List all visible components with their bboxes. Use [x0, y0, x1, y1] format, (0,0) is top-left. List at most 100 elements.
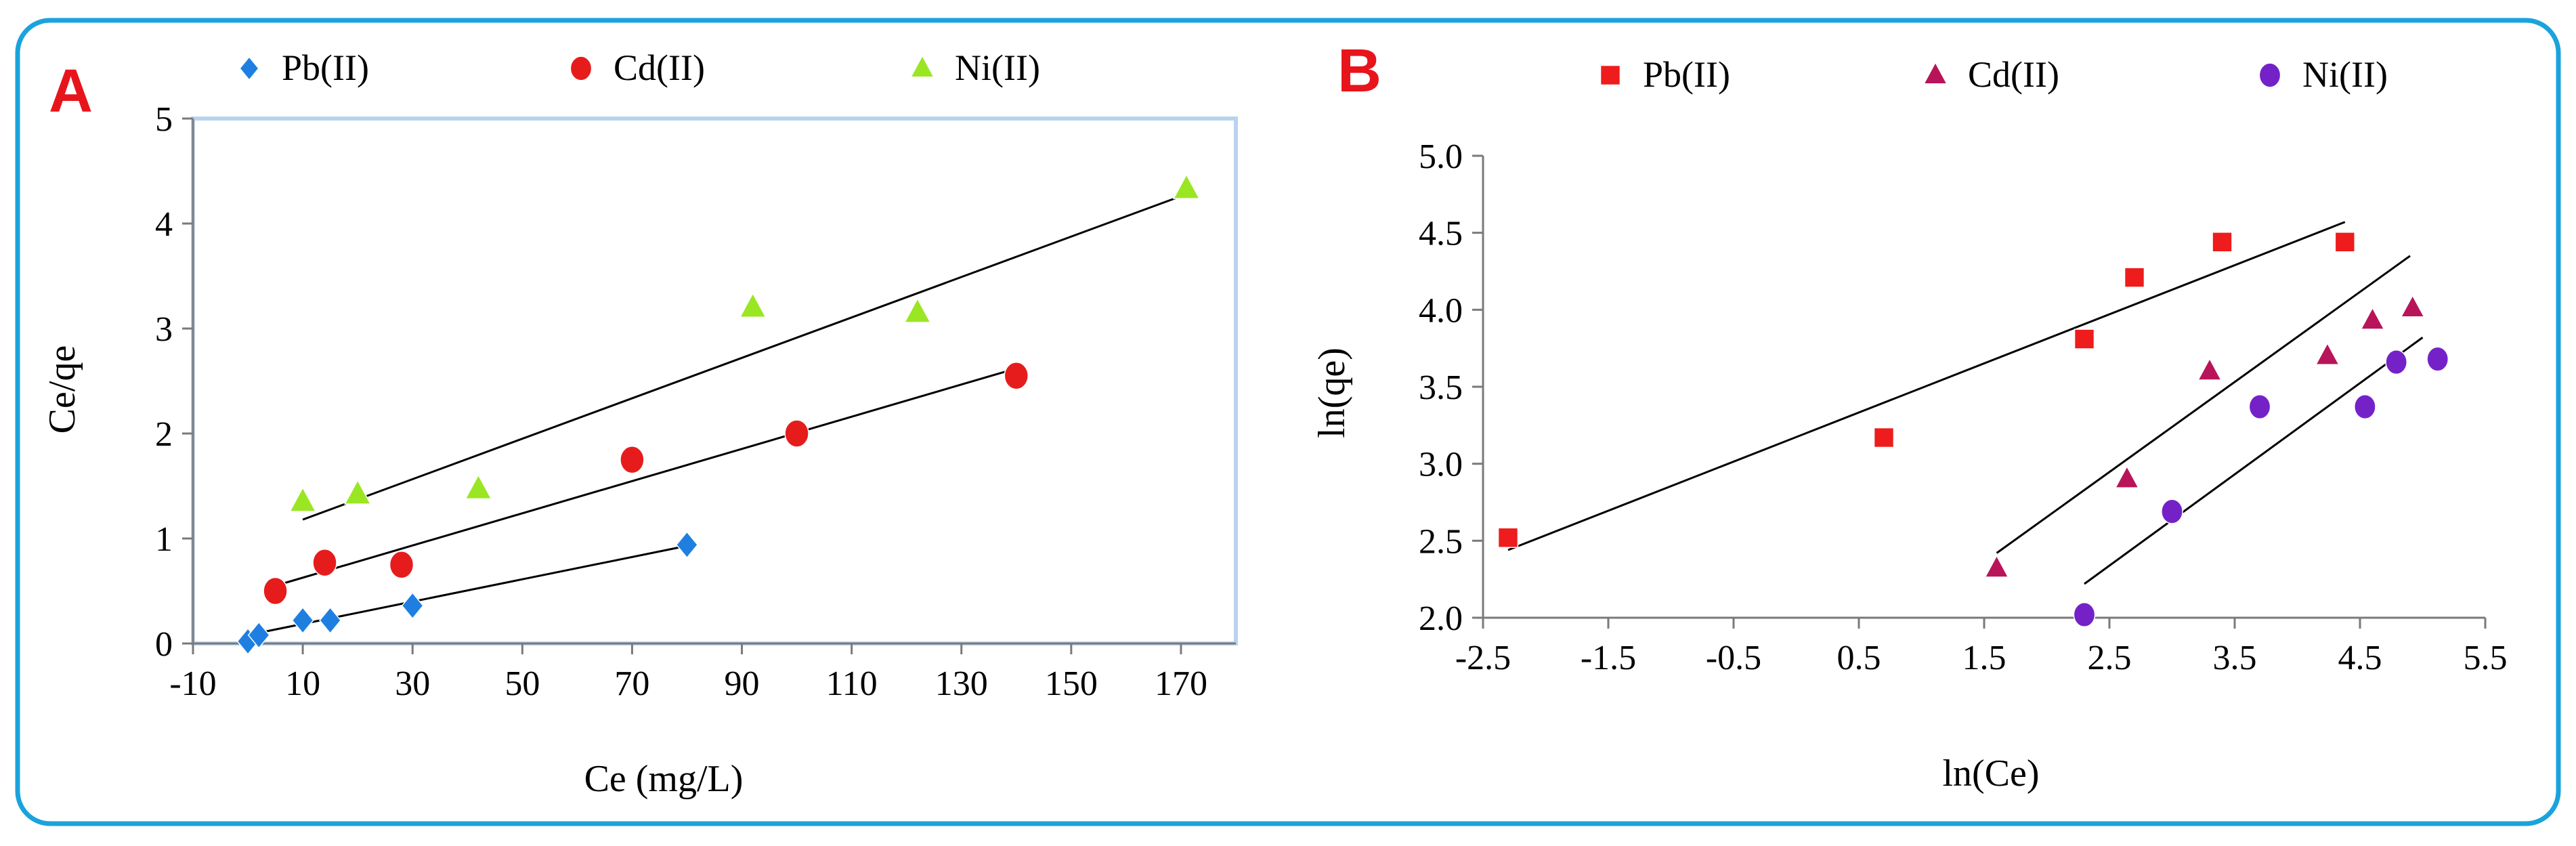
legend-label-cdii: Cd(II): [1968, 54, 2059, 95]
point-pbii: [247, 621, 270, 649]
x-tick-label: 2.5: [2088, 639, 2132, 677]
panel-a: A Pb(II) Cd(II) Ni(II) 0 1 2 3 4 5 -10 10 30 50 70 90…: [41, 47, 1238, 800]
x-tick-label: -1.5: [1581, 639, 1636, 677]
panel-a-x-axis-label: Ce (mg/L): [584, 758, 744, 800]
point-cdii: [1984, 554, 2009, 578]
legend-marker-pbii: [239, 56, 259, 81]
legend-label-cdii: Cd(II): [614, 47, 705, 88]
y-tick-label: 2.5: [1419, 522, 1463, 561]
legend-label-niii: Ni(II): [2302, 54, 2388, 95]
point-cdii: [620, 446, 645, 474]
fit-line-cdii: [275, 367, 1017, 587]
x-tick-label: 4.5: [2338, 639, 2382, 677]
panel-b: B Pb(II) Cd(II) Ni(II) 2.0 2.5 3.0 3.5 4.0 4.5 5…: [1311, 37, 2508, 795]
x-tick-label: 50: [505, 664, 540, 703]
x-tick-label: 1.5: [1962, 639, 2006, 677]
point-cdii: [2360, 306, 2385, 330]
point-cdii: [2315, 342, 2340, 366]
y-tick-label: 4: [155, 205, 173, 244]
x-tick-label: -2.5: [1455, 639, 1511, 677]
point-cdii: [312, 548, 337, 577]
x-tick-label: -10: [169, 664, 216, 703]
point-niii: [288, 486, 317, 512]
point-pbii: [2334, 232, 2356, 253]
point-pbii: [2074, 329, 2095, 350]
x-tick-label: 3.5: [2213, 639, 2257, 677]
point-cdii: [1004, 362, 1029, 390]
panel-b-x-axis-label: ln(Ce): [1942, 753, 2039, 795]
point-pbii: [2212, 232, 2233, 253]
fit-line-niii: [2084, 337, 2424, 585]
y-tick-label: 3.0: [1419, 446, 1463, 484]
point-cdii: [784, 419, 809, 448]
y-tick-label: 2.0: [1419, 599, 1463, 638]
point-niii: [903, 297, 932, 323]
point-niii: [739, 292, 767, 318]
legend-marker-pbii: [1600, 64, 1621, 86]
legend-marker-niii: [2258, 62, 2281, 88]
point-pbii: [675, 531, 699, 559]
panel-a-y-axis-label: Ce/qe: [41, 345, 83, 434]
fit-line-niii: [302, 193, 1187, 521]
figure-frame: [15, 18, 2561, 826]
y-tick-label: 0: [155, 625, 173, 664]
point-niii: [2161, 499, 2183, 524]
point-niii: [2073, 601, 2096, 628]
legend-label-pbii: Pb(II): [1643, 54, 1730, 95]
point-cdii: [2114, 465, 2140, 488]
panel-a-fit-lines: [247, 193, 1187, 637]
point-niii: [2248, 394, 2271, 420]
point-pbii: [401, 592, 424, 620]
point-niii: [2426, 346, 2449, 372]
y-tick-label: 3.5: [1419, 368, 1463, 407]
legend-label-niii: Ni(II): [955, 47, 1040, 88]
panel-a-points: [236, 173, 1201, 656]
y-tick-label: 4.0: [1419, 291, 1463, 330]
panel-a-letter: A: [49, 58, 93, 125]
panel-b-y-axis-label: ln(qe): [1311, 347, 1353, 438]
x-tick-label: 0.5: [1837, 639, 1881, 677]
x-tick-label: -0.5: [1706, 639, 1761, 677]
point-niii: [1172, 173, 1201, 199]
y-tick-label: 4.5: [1419, 215, 1463, 253]
point-niii: [465, 473, 492, 500]
y-tick-label: 5: [155, 100, 173, 139]
x-tick-label: 170: [1155, 664, 1207, 703]
fit-line-pbii: [1507, 221, 2346, 551]
point-pbii: [1497, 527, 1519, 548]
panel-a-legend: Pb(II) Cd(II) Ni(II): [239, 47, 1040, 88]
y-tick-label: 2: [155, 415, 173, 454]
point-pbii: [1873, 427, 1895, 448]
fit-line-cdii: [1996, 255, 2411, 554]
panel-b-axes: 2.0 2.5 3.0 3.5 4.0 4.5 5.0 -2.5 -1.5 -0.5 0.5 1.5 2…: [1419, 138, 2508, 677]
point-pbii: [291, 606, 314, 635]
legend-marker-niii: [909, 54, 935, 78]
x-tick-label: 10: [285, 664, 320, 703]
point-pbii: [319, 606, 342, 635]
x-tick-label: 130: [935, 664, 988, 703]
point-cdii: [2400, 294, 2425, 318]
point-pbii: [2124, 267, 2145, 288]
y-tick-label: 5.0: [1419, 138, 1463, 176]
point-niii: [2385, 350, 2408, 375]
point-cdii: [389, 551, 414, 579]
panel-b-fit-lines: [1507, 221, 2424, 585]
x-tick-label: 30: [395, 664, 430, 703]
x-tick-label: 90: [725, 664, 760, 703]
point-niii: [2354, 394, 2376, 420]
y-tick-label: 1: [155, 520, 173, 559]
x-tick-label: 110: [826, 664, 878, 703]
legend-marker-cdii: [570, 56, 593, 81]
x-tick-label: 150: [1045, 664, 1098, 703]
point-niii: [343, 479, 372, 505]
panel-a-axes: 0 1 2 3 4 5 -10 10 30 50 70 90 110 130 150 170: [155, 100, 1236, 703]
point-cdii: [2197, 357, 2223, 381]
legend-label-pbii: Pb(II): [282, 47, 369, 88]
panel-b-points: [1497, 232, 2449, 628]
legend-marker-cdii: [1923, 61, 1948, 85]
x-tick-label: 70: [614, 664, 649, 703]
x-tick-label: 5.5: [2464, 639, 2508, 677]
panel-b-letter: B: [1337, 37, 1381, 105]
